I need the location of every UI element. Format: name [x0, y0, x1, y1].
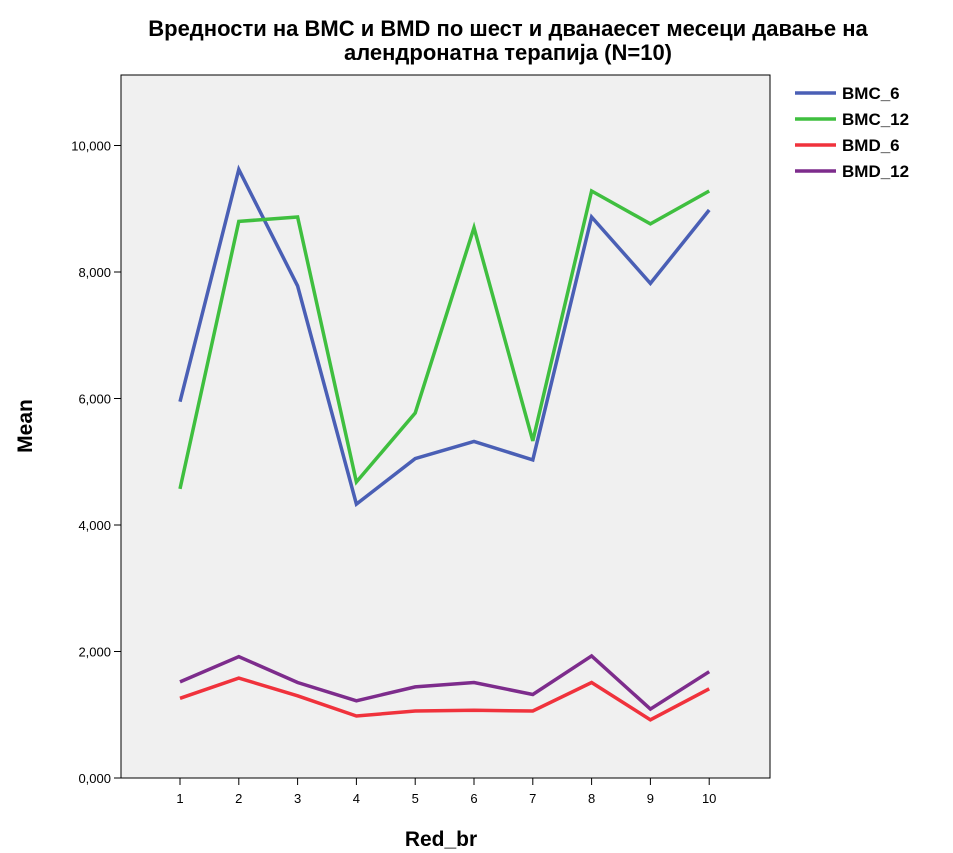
x-tick-label: 7 [529, 791, 536, 806]
series-line-bmc-12 [178, 188, 711, 490]
x-tick-label: 1 [176, 791, 183, 806]
x-tick-label: 10 [702, 791, 716, 806]
x-tick-label: 3 [294, 791, 301, 806]
chart-title-line-1: Вредности на BMC и BMD по шест и дванаес… [148, 16, 868, 41]
series-line-bmd-12 [179, 653, 711, 712]
series-line-bmd-6 [179, 676, 711, 722]
x-tick-label: 6 [470, 791, 477, 806]
legend-label: BMD_12 [842, 162, 909, 181]
x-tick-label: 2 [235, 791, 242, 806]
x-axis: 1 2 3 4 5 6 7 8 9 10 [176, 778, 716, 806]
legend-label: BMC_12 [842, 110, 909, 129]
y-tick-label: 2,000 [78, 645, 111, 660]
legend: BMC_6 BMC_12 BMD_6 BMD_12 [795, 84, 909, 181]
x-axis-title: Red_br [405, 828, 477, 851]
x-tick-label: 8 [588, 791, 595, 806]
series-layer [178, 164, 711, 722]
series-line-bmc-6 [178, 164, 711, 508]
y-tick-label: 6,000 [78, 392, 111, 407]
x-tick-label: 5 [412, 791, 419, 806]
y-axis: 0,000 2,000 4,000 6,000 8,000 10,000 [71, 139, 121, 786]
y-tick-label: 0,000 [78, 771, 111, 786]
plot-area [120, 74, 771, 779]
y-tick-label: 10,000 [71, 139, 111, 154]
x-tick-label: 4 [353, 791, 360, 806]
chart-title-line-2: алендронатна терапија (N=10) [344, 40, 672, 65]
y-axis-title: Mean [14, 399, 37, 453]
legend-label: BMC_6 [842, 84, 900, 103]
y-tick-label: 8,000 [78, 265, 111, 280]
legend-label: BMD_6 [842, 136, 900, 155]
y-tick-label: 4,000 [78, 518, 111, 533]
x-tick-label: 9 [647, 791, 654, 806]
